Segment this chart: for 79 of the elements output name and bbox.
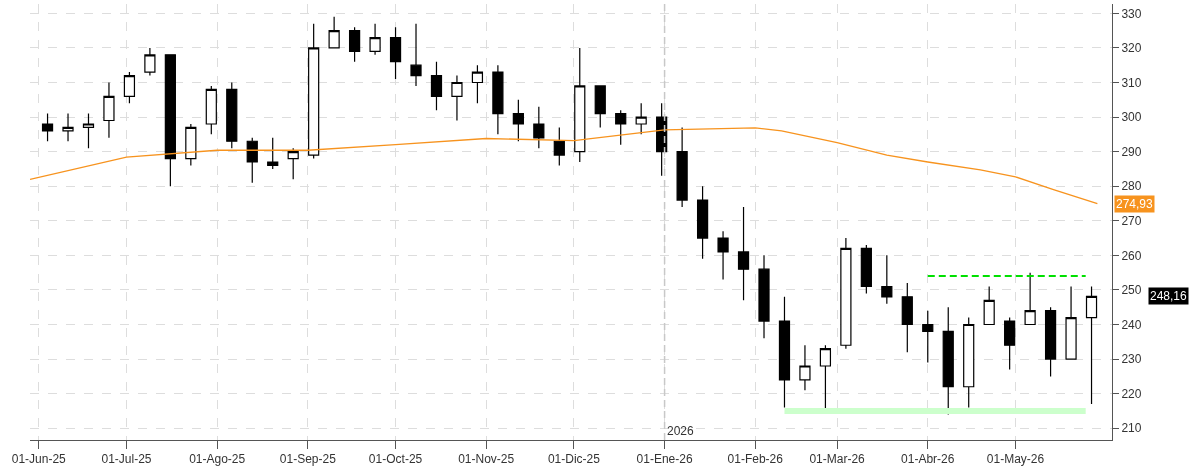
- candlestick: [963, 317, 975, 409]
- candlestick: [308, 23, 320, 160]
- candlestick: [185, 123, 197, 167]
- candlestick: [430, 61, 443, 111]
- candlestick: [635, 102, 647, 135]
- x-tick-label: 01-Dic-25: [547, 452, 601, 467]
- candlestick: [574, 47, 586, 163]
- candlestick: [1044, 306, 1057, 377]
- x-tick-label: 01-Ago-25: [189, 452, 246, 467]
- y-tick-label: 230: [1121, 352, 1142, 367]
- candlestick: [983, 285, 995, 326]
- ref-line-label: 2026: [667, 424, 695, 438]
- x-tick-label: 01-Abr-26: [901, 452, 955, 467]
- x-tick-label: 01-Jun-25: [11, 452, 67, 467]
- candlestick: [737, 206, 750, 301]
- candlestick: [717, 230, 729, 281]
- candlestick: [471, 64, 484, 104]
- text: 248,16: [1150, 289, 1187, 303]
- y-tick-label: 280: [1121, 179, 1142, 194]
- candlestick: [1085, 285, 1098, 405]
- candlestick: [512, 99, 524, 142]
- candlestick: [1004, 317, 1016, 371]
- candlestick: [676, 126, 688, 208]
- candlestick: [901, 282, 913, 353]
- candlestick: [533, 106, 545, 149]
- candlestick: [881, 254, 893, 305]
- candlestick: [246, 137, 258, 184]
- candlestick: [840, 237, 852, 350]
- candlestick: [615, 109, 627, 146]
- candlestick: [226, 81, 238, 149]
- candlestick: [451, 74, 463, 122]
- candlestick: [103, 81, 115, 139]
- candlestick: [860, 244, 872, 294]
- candlestick: [1024, 272, 1036, 326]
- x-tick-label: 01-Jul-25: [101, 452, 152, 467]
- x-tick-label: 01-Nov-25: [458, 452, 515, 467]
- y-tick-label: 310: [1121, 75, 1142, 90]
- candlestick: [389, 26, 402, 80]
- candlestick: [758, 254, 770, 339]
- candlestick: [778, 296, 791, 409]
- candlestick: [799, 344, 811, 391]
- y-tick-label: 320: [1121, 41, 1142, 56]
- candlestick: [656, 102, 668, 177]
- candlestick: [369, 23, 381, 56]
- candlestick: [328, 16, 340, 49]
- x-tick-label: 01-Mar-26: [809, 452, 866, 467]
- y-tick-label: 290: [1121, 144, 1142, 159]
- candlestick: [1065, 285, 1077, 360]
- y-tick-label: 210: [1121, 421, 1142, 436]
- x-tick-label: 01-Oct-25: [368, 452, 423, 467]
- candlestick: [267, 137, 279, 170]
- candlestick: [287, 147, 299, 180]
- x-tick-label: 01-Ene-26: [636, 452, 693, 467]
- y-tick-label: 300: [1121, 110, 1142, 125]
- candlestick: [205, 85, 217, 135]
- y-tick-label: 220: [1121, 386, 1142, 401]
- candlestick: [144, 47, 156, 77]
- y-tick-label: 240: [1121, 317, 1142, 332]
- x-tick-label: 01-May-26: [986, 452, 1045, 467]
- candlestick: [123, 71, 136, 104]
- y-tick-label: 270: [1121, 213, 1142, 228]
- candlestick: [62, 113, 74, 142]
- line-series: [30, 127, 1099, 205]
- candlestick: [553, 126, 565, 167]
- candlestick: [348, 26, 361, 63]
- candlestick: [594, 85, 606, 129]
- x-tick-label: 01-Sep-25: [279, 452, 337, 467]
- candlestick: [922, 310, 934, 364]
- y-tick-label: 250: [1121, 283, 1142, 298]
- candlestick: [492, 64, 504, 135]
- candlestick: [82, 113, 95, 149]
- y-tick-label: 330: [1121, 6, 1142, 21]
- candlestick: [696, 185, 709, 260]
- candlestick: [410, 23, 422, 87]
- x-tick-label: 01-Feb-26: [727, 452, 784, 467]
- candlestick: [164, 54, 176, 187]
- data-label: 274,93: [1116, 197, 1154, 211]
- candlestick: [41, 113, 54, 142]
- y-tick-label: 260: [1121, 248, 1142, 263]
